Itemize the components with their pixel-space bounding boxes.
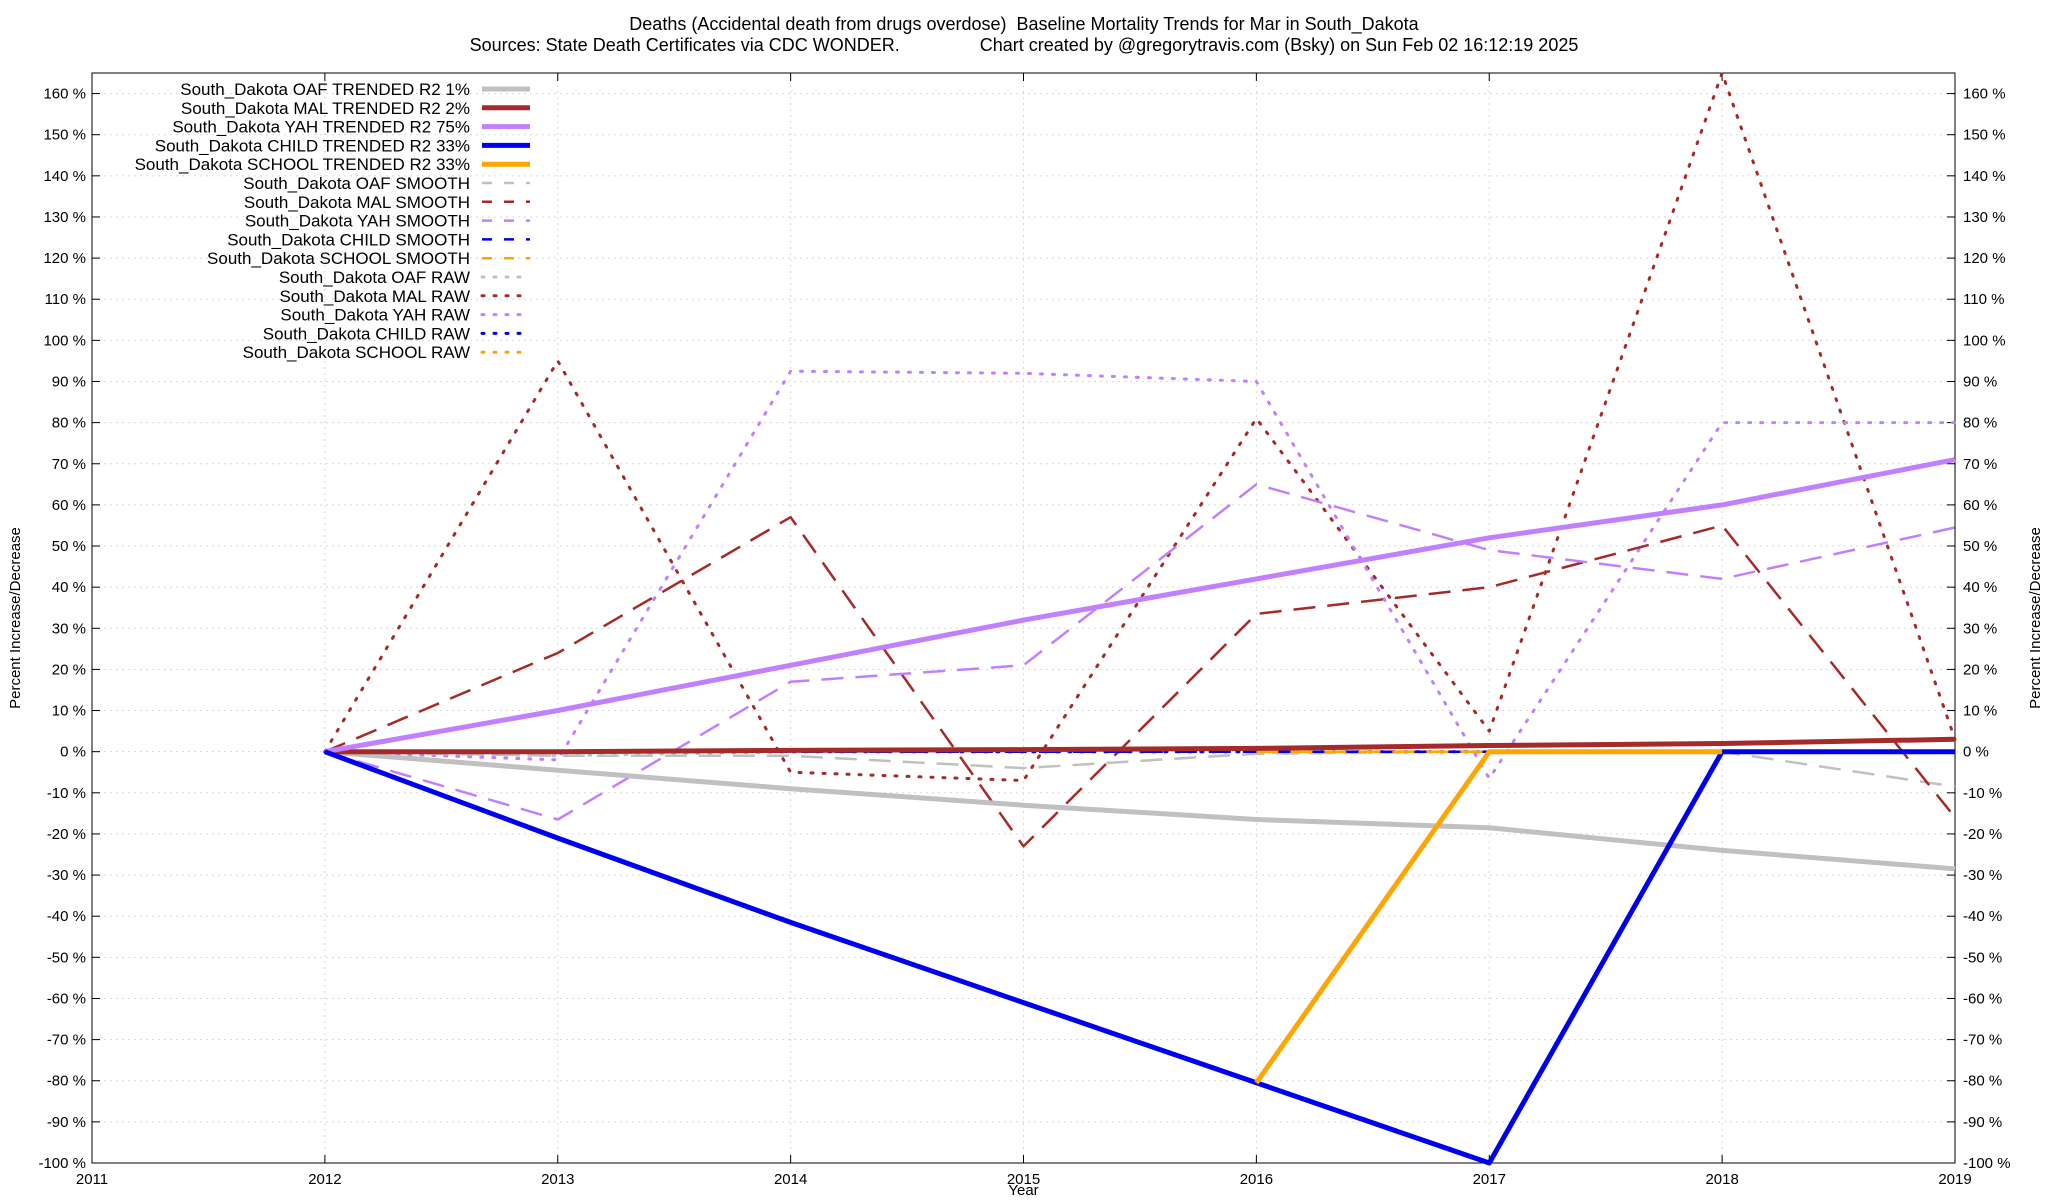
y-tick-label: 50 %: [52, 538, 86, 555]
x-tick-label: 2013: [541, 1171, 574, 1188]
y2-tick-label: 110 %: [1963, 291, 2004, 308]
y2-tick-label: 60 %: [1963, 497, 1997, 514]
chart-subtitle: Sources: State Death Certificates via CD…: [469, 35, 1579, 55]
y2-tick-label: 160 %: [1963, 86, 2006, 103]
y-tick-label: -60 %: [47, 990, 86, 1007]
legend-entry-label: South_Dakota CHILD TRENDED R2 33%: [155, 136, 470, 155]
y-tick-label: 10 %: [52, 703, 86, 720]
y2-tick-label: 20 %: [1963, 661, 1997, 678]
series-line-2: [324, 457, 1956, 755]
x-tick-label: 2018: [1705, 1171, 1738, 1188]
y2-axis-label: Percent Increase/Decrease: [2027, 527, 2044, 709]
x-tick-label: 2017: [1473, 1171, 1506, 1188]
legend-entry-label: South_Dakota MAL RAW: [279, 287, 470, 306]
x-tick-label: 2011: [76, 1171, 108, 1188]
y-tick-label: 150 %: [43, 127, 86, 144]
y2-tick-label: 50 %: [1963, 538, 1997, 555]
y-tick-label: -50 %: [47, 949, 86, 966]
y2-tick-label: 120 %: [1963, 250, 2006, 267]
y-tick-label: 70 %: [52, 456, 86, 473]
y-tick-label: 0 %: [60, 744, 86, 761]
y2-tick-label: -90 %: [1963, 1114, 2002, 1131]
legend-entry-label: South_Dakota MAL SMOOTH: [244, 193, 470, 212]
x-tick-label: 2016: [1240, 1171, 1273, 1188]
series-line-1: [324, 736, 1956, 755]
legend-entry-label: South_Dakota SCHOOL RAW: [243, 343, 470, 362]
y2-tick-label: 150 %: [1963, 127, 2006, 144]
y-tick-label: 90 %: [52, 373, 86, 390]
legend-entry-label: South_Dakota SCHOOL TRENDED R2 33%: [135, 155, 470, 174]
y-tick-label: -80 %: [47, 1073, 86, 1090]
y-tick-label: -10 %: [47, 785, 86, 802]
y-tick-label: -100 %: [38, 1155, 86, 1172]
legend: South_Dakota OAF TRENDED R2 1%South_Dako…: [135, 80, 532, 362]
legend-entry-label: South_Dakota YAH TRENDED R2 75%: [172, 118, 470, 137]
y-axis-label: Percent Increase/Decrease: [7, 527, 24, 709]
legend-entry-label: South_Dakota OAF RAW: [279, 268, 470, 287]
y-tick-label: 80 %: [52, 415, 86, 432]
y2-tick-label: -20 %: [1963, 826, 2002, 843]
y-tick-label: 20 %: [52, 661, 86, 678]
y2-tick-label: -40 %: [1963, 908, 2002, 925]
series-line-7: [324, 483, 1956, 821]
y2-tick-label: -70 %: [1963, 1032, 2002, 1049]
y2-tick-label: -80 %: [1963, 1073, 2002, 1090]
y2-tick-label: 130 %: [1963, 209, 2006, 226]
x-tick-label: 2012: [308, 1171, 341, 1188]
series-line-6: [324, 515, 1956, 848]
series-line-0: [324, 749, 1956, 872]
series-line-11: [323, 71, 1957, 782]
y2-tick-label: -10 %: [1963, 785, 2002, 802]
y-tick-label: -20 %: [47, 826, 86, 843]
legend-entry-label: South_Dakota MAL TRENDED R2 2%: [181, 99, 470, 118]
y2-tick-label: -50 %: [1963, 949, 2002, 966]
y2-tick-label: 90 %: [1963, 373, 1997, 390]
y-tick-label: -90 %: [47, 1114, 86, 1131]
series-line-4: [1254, 749, 1723, 1085]
y2-tick-label: -100 %: [1963, 1155, 2011, 1172]
y-tick-label: 120 %: [43, 250, 86, 267]
y-tick-label: -30 %: [47, 867, 86, 884]
y2-tick-label: 80 %: [1963, 415, 1997, 432]
y2-tick-label: 0 %: [1963, 744, 1989, 761]
x-tick-label: 2014: [774, 1171, 807, 1188]
y-tick-label: 140 %: [43, 168, 86, 185]
y-tick-label: 40 %: [52, 579, 86, 596]
y-tick-label: -40 %: [47, 908, 86, 925]
grid-lines: [91, 73, 1956, 1164]
y2-tick-label: 100 %: [1963, 332, 2006, 349]
y2-tick-label: 30 %: [1963, 620, 1997, 637]
y2-tick-label: 140 %: [1963, 168, 2006, 185]
legend-entry-label: South_Dakota OAF SMOOTH: [243, 174, 470, 193]
legend-entry-label: South_Dakota SCHOOL SMOOTH: [207, 249, 470, 268]
y2-tick-label: -30 %: [1963, 867, 2002, 884]
legend-entry-label: South_Dakota YAH SMOOTH: [245, 212, 470, 231]
series-line-3: [324, 749, 1955, 1166]
y2-tick-label: 10 %: [1963, 703, 1997, 720]
x-tick-label: 2015: [1007, 1171, 1040, 1188]
y2-tick-label: -60 %: [1963, 990, 2002, 1007]
chart-title: Deaths (Accidental death from drugs over…: [629, 14, 1419, 34]
axis-ticks: -100 % -100 % -90 % -90 % -80 % -80 % -70 % -70…: [38, 73, 2011, 1188]
legend-entry-label: South_Dakota CHILD RAW: [263, 324, 470, 343]
x-tick-label: 2019: [1938, 1171, 1971, 1188]
legend-entry-label: South_Dakota OAF TRENDED R2 1%: [180, 80, 470, 99]
series-lines: [323, 71, 1957, 1166]
y-tick-label: 100 %: [43, 332, 86, 349]
y2-tick-label: 70 %: [1963, 456, 1997, 473]
legend-entry-label: South_Dakota YAH RAW: [280, 306, 470, 325]
y-tick-label: -70 %: [47, 1032, 86, 1049]
legend-entry-label: South_Dakota CHILD SMOOTH: [227, 230, 470, 249]
y-tick-label: 60 %: [52, 497, 86, 514]
x-axis-label: Year: [1008, 1182, 1038, 1199]
series-line-12: [323, 369, 1957, 780]
y-tick-label: 30 %: [52, 620, 86, 637]
y2-tick-label: 40 %: [1963, 579, 1997, 596]
y-tick-label: 130 %: [43, 209, 86, 226]
y-tick-label: 110 %: [45, 291, 86, 308]
y-tick-label: 160 %: [43, 86, 86, 103]
